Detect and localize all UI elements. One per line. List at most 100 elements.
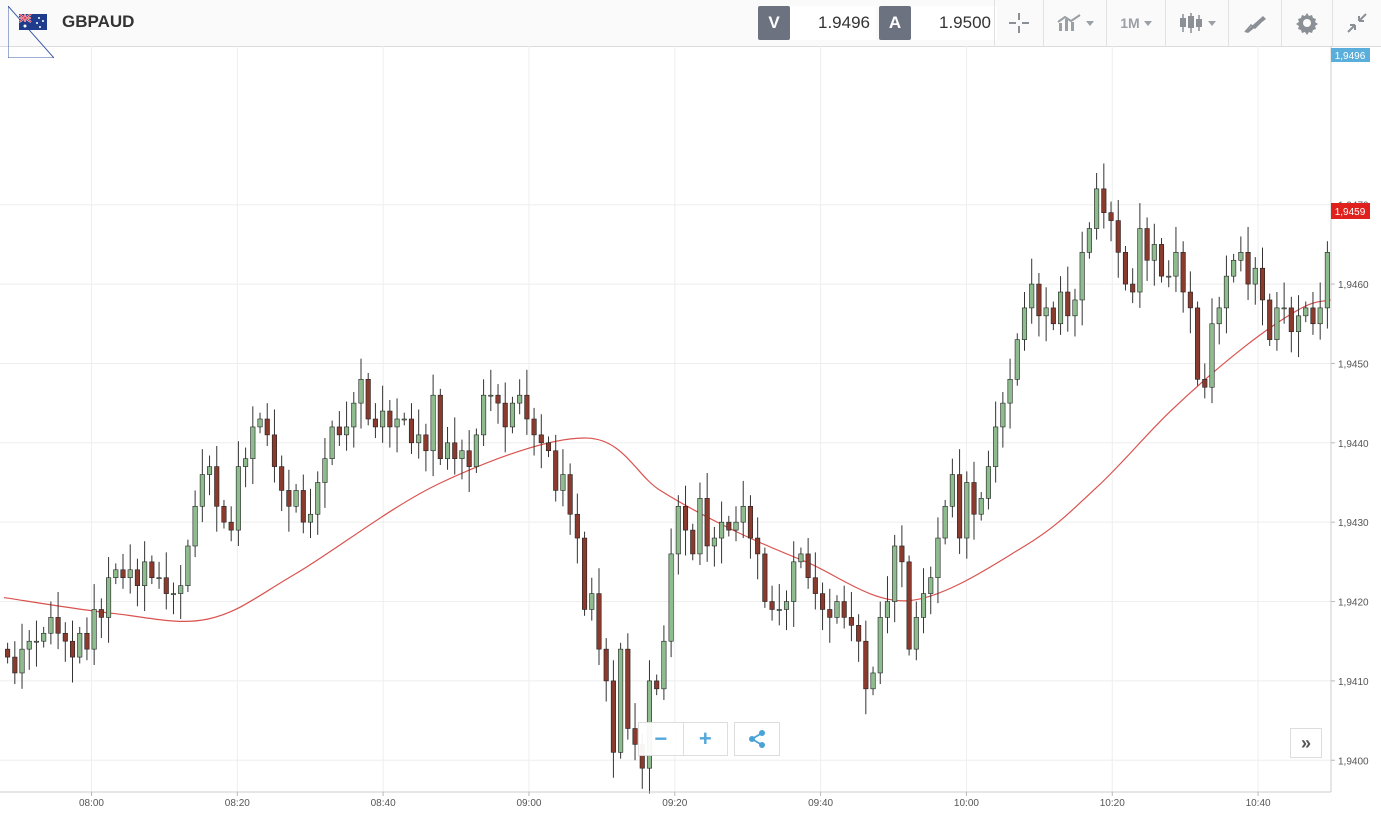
candle[interactable] (545, 436, 552, 458)
candle[interactable] (351, 392, 357, 448)
candle[interactable] (437, 388, 443, 466)
candle[interactable] (293, 484, 299, 513)
candle[interactable] (502, 382, 508, 453)
candle[interactable] (481, 379, 487, 446)
candle[interactable] (798, 547, 804, 569)
candle[interactable] (1288, 296, 1294, 353)
candle[interactable] (1014, 333, 1020, 386)
candle[interactable] (372, 403, 378, 439)
candle[interactable] (567, 463, 573, 535)
candle[interactable] (84, 617, 90, 661)
candle[interactable] (517, 379, 523, 415)
candle[interactable] (589, 577, 595, 621)
candle[interactable] (41, 626, 47, 648)
candle[interactable] (48, 601, 54, 645)
candle[interactable] (899, 525, 905, 588)
candle[interactable] (935, 517, 941, 604)
candle[interactable] (387, 399, 393, 448)
candle[interactable] (1050, 301, 1056, 331)
candle[interactable] (192, 490, 198, 558)
candle[interactable] (214, 445, 220, 532)
candle[interactable] (416, 409, 422, 459)
candle[interactable] (1094, 172, 1100, 240)
candle[interactable] (553, 434, 559, 502)
candle[interactable] (185, 539, 191, 593)
candle[interactable] (336, 411, 342, 446)
candle[interactable] (971, 461, 977, 540)
candle[interactable] (178, 565, 184, 619)
candle[interactable] (1144, 217, 1150, 281)
candles-layer[interactable] (5, 163, 1330, 794)
candle[interactable] (207, 455, 213, 496)
candle[interactable] (964, 471, 970, 559)
candle[interactable] (459, 439, 465, 480)
timeframe-dropdown[interactable]: 1M (1106, 0, 1165, 46)
candle[interactable] (1245, 226, 1251, 300)
candle[interactable] (5, 642, 11, 664)
candle[interactable] (603, 638, 609, 702)
candle[interactable] (401, 412, 407, 426)
buy-label[interactable]: A (879, 6, 911, 40)
candle[interactable] (920, 568, 927, 634)
candle[interactable] (928, 566, 934, 615)
candle[interactable] (1259, 247, 1266, 326)
candle[interactable] (697, 482, 703, 566)
candle[interactable] (1086, 222, 1092, 259)
candle[interactable] (55, 592, 61, 650)
candle[interactable] (1151, 223, 1157, 286)
candle[interactable] (62, 622, 68, 662)
candle[interactable] (704, 472, 710, 562)
indicators-button[interactable] (1043, 0, 1106, 46)
candle[interactable] (733, 506, 739, 542)
candle[interactable] (142, 541, 148, 612)
candle[interactable] (91, 584, 97, 666)
candle[interactable] (1187, 271, 1193, 334)
sell-price-group[interactable]: V 1.9496 (752, 0, 876, 46)
price-chart[interactable]: 1,9400 1,9410 1,9420 1,9430 1,9440 1,9450 1,94… (0, 46, 1381, 822)
candle[interactable] (747, 495, 753, 559)
candle[interactable] (423, 423, 429, 472)
candle[interactable] (408, 403, 415, 454)
candle[interactable] (1202, 363, 1208, 399)
buy-price-group[interactable]: A 1.9500 (873, 0, 997, 46)
candle[interactable] (69, 620, 76, 683)
candle[interactable] (762, 547, 768, 608)
scroll-to-latest-button[interactable]: » (1290, 728, 1322, 758)
candle[interactable] (264, 403, 270, 446)
candle[interactable] (365, 372, 371, 426)
candle[interactable] (827, 588, 833, 643)
candle[interactable] (127, 544, 133, 594)
candle[interactable] (618, 642, 624, 759)
candle[interactable] (120, 553, 126, 589)
candle[interactable] (856, 614, 862, 662)
candle[interactable] (344, 401, 350, 451)
candle[interactable] (1043, 287, 1049, 342)
candle[interactable] (531, 407, 537, 456)
candle[interactable] (913, 601, 919, 661)
candle[interactable] (538, 414, 544, 469)
candle[interactable] (430, 374, 436, 477)
candle[interactable] (949, 458, 955, 518)
zoom-out-button[interactable]: − (654, 726, 668, 751)
candle[interactable] (1108, 201, 1114, 242)
settings-button[interactable] (1281, 0, 1332, 46)
crosshair-button[interactable] (994, 0, 1043, 46)
candle[interactable] (1065, 266, 1071, 332)
chart-type-button[interactable] (1165, 0, 1228, 46)
candle[interactable] (1101, 163, 1107, 229)
candle[interactable] (26, 630, 32, 670)
collapse-button[interactable] (1332, 0, 1381, 46)
candle[interactable] (1310, 292, 1316, 335)
candle[interactable] (257, 412, 263, 434)
candle[interactable] (156, 561, 162, 589)
zoom-in-button[interactable]: + (682, 723, 728, 755)
candle[interactable] (329, 420, 335, 466)
candle[interactable] (279, 455, 285, 512)
candle[interactable] (841, 585, 847, 629)
candle[interactable] (221, 499, 227, 529)
candle[interactable] (315, 471, 321, 535)
candle[interactable] (1267, 293, 1273, 346)
candle[interactable] (243, 447, 249, 488)
candle[interactable] (812, 552, 818, 610)
candle[interactable] (228, 506, 234, 542)
